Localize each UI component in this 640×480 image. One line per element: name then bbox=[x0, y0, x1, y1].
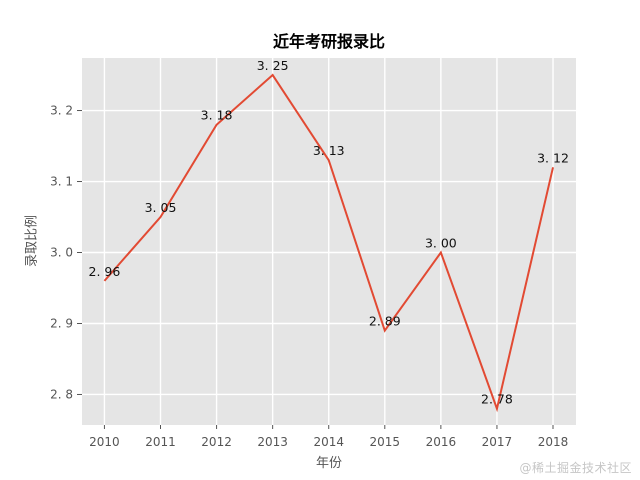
y-tick-label: 3. 0 bbox=[50, 246, 73, 260]
data-line bbox=[103, 73, 554, 413]
y-tick-label: 2. 8 bbox=[50, 387, 73, 401]
point-label: 3. 05 bbox=[145, 200, 177, 215]
x-tick-label: 2010 bbox=[89, 435, 120, 449]
point-label: 2. 96 bbox=[89, 264, 121, 279]
x-tick-label: 2011 bbox=[145, 435, 176, 449]
y-tick-label: 3. 2 bbox=[50, 104, 73, 118]
point-label: 3. 00 bbox=[425, 236, 457, 251]
point-label: 2. 78 bbox=[481, 392, 513, 407]
y-axis-label: 录取比例 bbox=[24, 214, 40, 268]
x-axis-label: 年份 bbox=[315, 456, 342, 471]
x-tick-label: 2016 bbox=[426, 435, 457, 449]
watermark: @稀土掘金技术社区 bbox=[519, 461, 632, 475]
y-tick-label: 2. 9 bbox=[50, 316, 73, 330]
x-tick-label: 2012 bbox=[201, 435, 232, 449]
chart-title: 近年考研报录比 bbox=[272, 32, 385, 51]
point-label: 3. 25 bbox=[257, 58, 289, 73]
point-label: 2. 89 bbox=[369, 314, 401, 329]
point-label: 3. 13 bbox=[313, 143, 345, 158]
point-label: 3. 18 bbox=[201, 108, 233, 123]
x-tick-label: 2013 bbox=[257, 435, 288, 449]
x-tick-label: 2014 bbox=[313, 435, 344, 449]
point-label: 3. 12 bbox=[537, 150, 569, 165]
x-tick-label: 2015 bbox=[370, 435, 401, 449]
x-tick-label: 2018 bbox=[538, 435, 569, 449]
y-tick-label: 3. 1 bbox=[50, 175, 73, 189]
x-tick-label: 2017 bbox=[482, 435, 513, 449]
